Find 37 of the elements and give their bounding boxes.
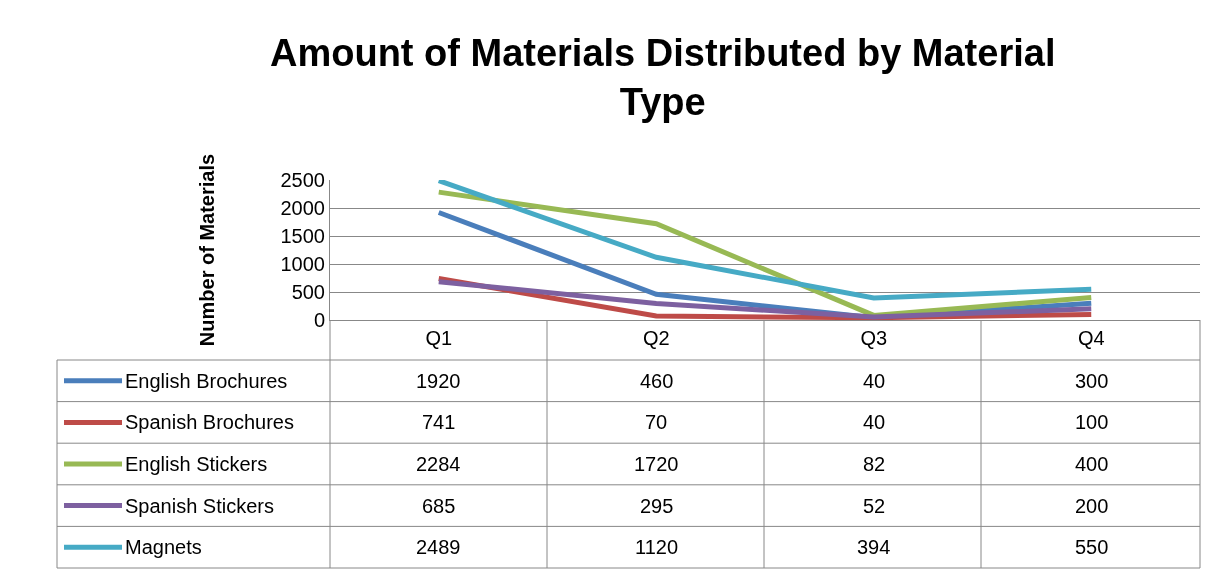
y-tick-label: 1000	[280, 253, 325, 275]
data-label: 1720	[634, 453, 679, 475]
y-tick-label: 1500	[280, 225, 325, 247]
data-label: 52	[863, 495, 886, 517]
legend-label: Spanish Stickers	[125, 495, 274, 517]
data-label: 2284	[416, 453, 461, 475]
data-label: 685	[422, 495, 456, 517]
y-axis-title: Number of Materials	[196, 153, 218, 347]
data-label: 2489	[416, 536, 461, 558]
chart-title: Amount of Materials Distributed by Material Type	[270, 32, 1056, 124]
y-tick-label: 0	[313, 309, 325, 331]
y-tick-label: 2500	[280, 169, 325, 191]
data-label: 82	[863, 453, 886, 475]
data-label: 300	[1075, 370, 1109, 392]
x-tick-label: Q1	[425, 327, 453, 349]
data-label: 100	[1075, 411, 1109, 433]
data-label: 460	[640, 370, 674, 392]
x-tick-label: Q4	[1077, 327, 1105, 349]
y-tick-label: 2000	[280, 197, 325, 219]
data-label: 40	[863, 370, 886, 392]
data-label: 200	[1075, 495, 1109, 517]
data-label: 550	[1075, 536, 1109, 558]
legend-label: English Brochures	[125, 370, 288, 392]
y-tick-label: 500	[291, 281, 325, 303]
legend-label: Spanish Brochures	[125, 411, 294, 433]
data-label: 1120	[635, 536, 679, 558]
data-label: 40	[863, 411, 886, 433]
legend-label: Magnets	[125, 536, 202, 558]
data-label: 400	[1075, 453, 1109, 475]
data-label: 70	[645, 411, 668, 433]
data-label: 1920	[416, 370, 461, 392]
x-tick-label: Q2	[642, 327, 670, 349]
data-label: 741	[422, 411, 456, 433]
data-label: 295	[640, 495, 674, 517]
data-label: 394	[857, 536, 891, 558]
legend-label: English Stickers	[125, 453, 268, 475]
x-tick-label: Q3	[860, 327, 888, 349]
